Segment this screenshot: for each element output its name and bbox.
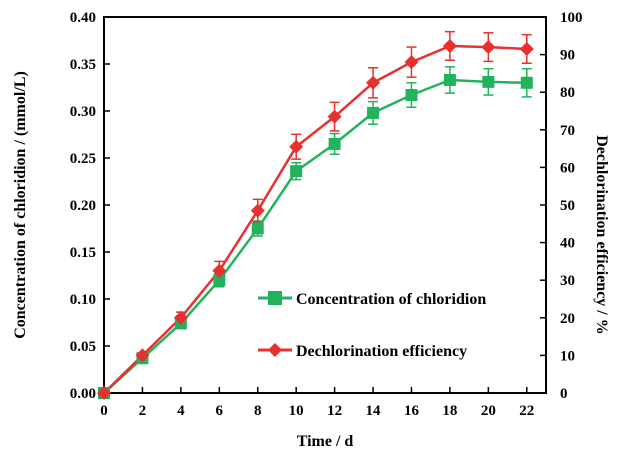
data-point-efficiency [442,38,457,53]
y-left-tick-label: 0.10 [70,292,96,308]
data-point-efficiency [404,55,419,70]
y-right-tick-label: 60 [560,160,575,176]
y-left-tick-label: 0.20 [70,198,96,214]
x-tick-label: 4 [177,403,185,419]
data-point-concentration [213,274,226,287]
data-point-concentration [405,89,418,102]
y-right-tick-label: 100 [560,10,583,26]
series-line-concentration [103,78,527,394]
x-axis-title: Time / d [297,433,354,450]
y-right-tick-label: 20 [560,311,575,327]
data-point-efficiency [327,109,342,124]
y-right-tick-label: 70 [560,123,575,139]
y-left-tick-label: 0.25 [70,151,96,167]
data-point-concentration [367,106,380,119]
labels-layer: 0 2 4 6 8 10 12 14 16 18 20 22 0.00 0.05 0.10 0.15 0.20 0… [70,10,583,419]
data-point-efficiency [289,139,304,154]
y-right-tick-label: 0 [560,386,568,402]
data-point-concentration [520,76,533,89]
data-point-concentration [290,165,303,178]
x-tick-label: 16 [404,403,420,419]
data-point-efficiency [173,310,188,325]
y-left-tick-label: 0.00 [70,386,96,402]
x-tick-label: 12 [327,403,342,419]
y-right-tick-label: 90 [560,48,575,64]
legend-label-concentration: Concentration of chloridion [296,291,486,308]
data-point-concentration [482,75,495,88]
x-tick-label: 22 [519,403,534,419]
data-point-efficiency [97,386,111,400]
legend: Concentration of chloridion Dechlorinati… [258,291,486,360]
x-tick-label: 14 [366,403,382,419]
legend-marker-efficiency [268,343,282,357]
x-tick-label: 10 [289,403,304,419]
x-tick-label: 8 [254,403,262,419]
y-right-tick-label: 50 [560,198,575,214]
x-tick-label: 18 [442,403,457,419]
x-tick-label: 0 [100,403,108,419]
y-right-tick-label: 10 [560,348,575,364]
x-tick-label: 6 [216,403,224,419]
y-axis-title-left: Concentration of chloridion / (mmol/L) [12,71,29,339]
x-tick-label: 20 [481,403,496,419]
y-axis-title-right: Dechlorination efficiency / % [593,135,610,335]
y-left-tick-label: 0.30 [70,104,96,120]
data-point-efficiency [135,348,150,363]
data-point-concentration [328,137,341,150]
data-point-efficiency [250,203,265,218]
y-left-tick-label: 0.35 [70,57,96,73]
y-right-tick-label: 30 [560,273,575,289]
data-point-concentration [443,73,456,86]
y-right-tick-label: 80 [560,85,575,101]
y-right-tick-label: 40 [560,236,575,252]
data-point-efficiency [519,41,534,56]
plot-area [103,16,547,394]
y-left-tick-label: 0.15 [70,245,96,261]
data-point-efficiency [366,75,381,90]
legend-marker-concentration [268,291,282,305]
legend-label-efficiency: Dechlorination efficiency [296,343,467,360]
x-tick-label: 2 [139,403,147,419]
data-point-efficiency [481,40,496,55]
data-point-concentration [251,222,264,235]
y-left-tick-label: 0.40 [70,10,96,26]
data-point-efficiency [212,263,227,278]
markers-layer [97,38,534,400]
y-left-tick-label: 0.05 [70,339,96,355]
